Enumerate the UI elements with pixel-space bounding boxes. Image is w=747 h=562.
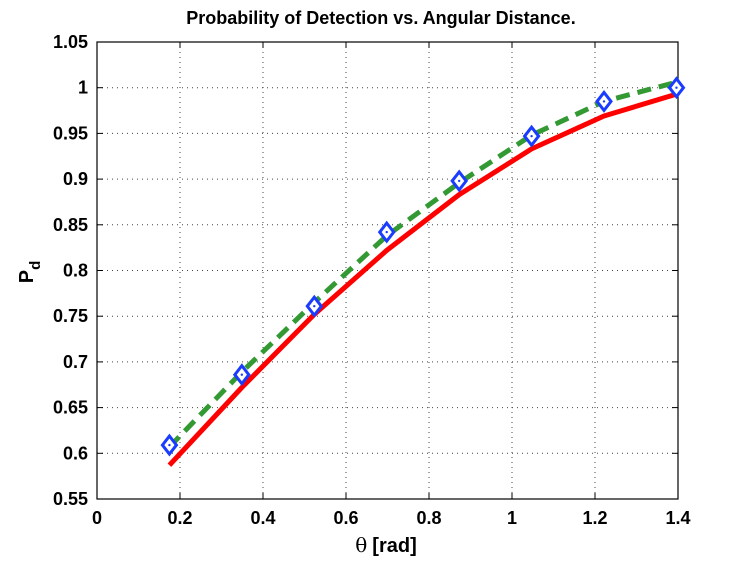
y-tick-label: 0.85: [53, 215, 88, 235]
series-marker-dot-blue-diamonds: [457, 179, 461, 183]
x-tick-label: 0.8: [416, 508, 441, 528]
y-tick-label: 0.95: [53, 123, 88, 143]
x-axis-symbol: θ: [355, 533, 367, 557]
series-line-dashed-green: [167, 79, 678, 449]
x-tick-label: 0.4: [250, 508, 275, 528]
y-axis-label: Pd: [16, 261, 44, 284]
x-tick-label: 0: [92, 508, 102, 528]
x-tick-label: 0.2: [167, 508, 192, 528]
y-tick-label: 0.75: [53, 306, 88, 326]
series-marker-dot-blue-diamonds: [168, 443, 171, 447]
chart-title: Probability of Detection vs. Angular Dis…: [186, 8, 575, 28]
x-tick-label: 0.6: [333, 508, 358, 528]
y-axis-subscript: d: [27, 261, 44, 270]
y-tick-label: 0.6: [63, 443, 88, 463]
y-tick-label: 1.05: [53, 32, 88, 52]
y-tick-label: 1: [78, 78, 88, 98]
plot-series: [160, 76, 686, 467]
y-tick-label: 0.65: [53, 398, 88, 418]
series-marker-dot-blue-diamonds: [530, 134, 533, 138]
series-line-solid-red: [167, 91, 678, 467]
y-tick-label: 0.8: [63, 261, 88, 281]
series-marker-dot-blue-diamonds: [675, 86, 678, 89]
x-axis-unit: [rad]: [372, 535, 416, 557]
series-marker-dot-blue-diamonds: [385, 230, 388, 234]
y-tick-label: 0.9: [63, 169, 88, 189]
series-marker-dot-blue-diamonds: [313, 304, 316, 308]
y-axis-main: P: [16, 270, 38, 283]
y-tick-label: 0.55: [53, 489, 88, 509]
x-tick-label: 1.4: [665, 508, 690, 528]
y-tick-label: 0.7: [63, 352, 88, 372]
axis-ticks: 0 0.2 0.4 0.6 0.8 1 1.2 1.4 0.55 0.6 0.65 0.7 0.75 0.…: [53, 32, 691, 528]
x-tick-label: 1: [507, 508, 517, 528]
x-axis-label: θ [rad]: [355, 533, 417, 557]
x-tick-label: 1.2: [582, 508, 607, 528]
series-marker-dot-blue-diamonds: [240, 373, 244, 376]
series-marker-dot-blue-diamonds: [602, 100, 606, 103]
